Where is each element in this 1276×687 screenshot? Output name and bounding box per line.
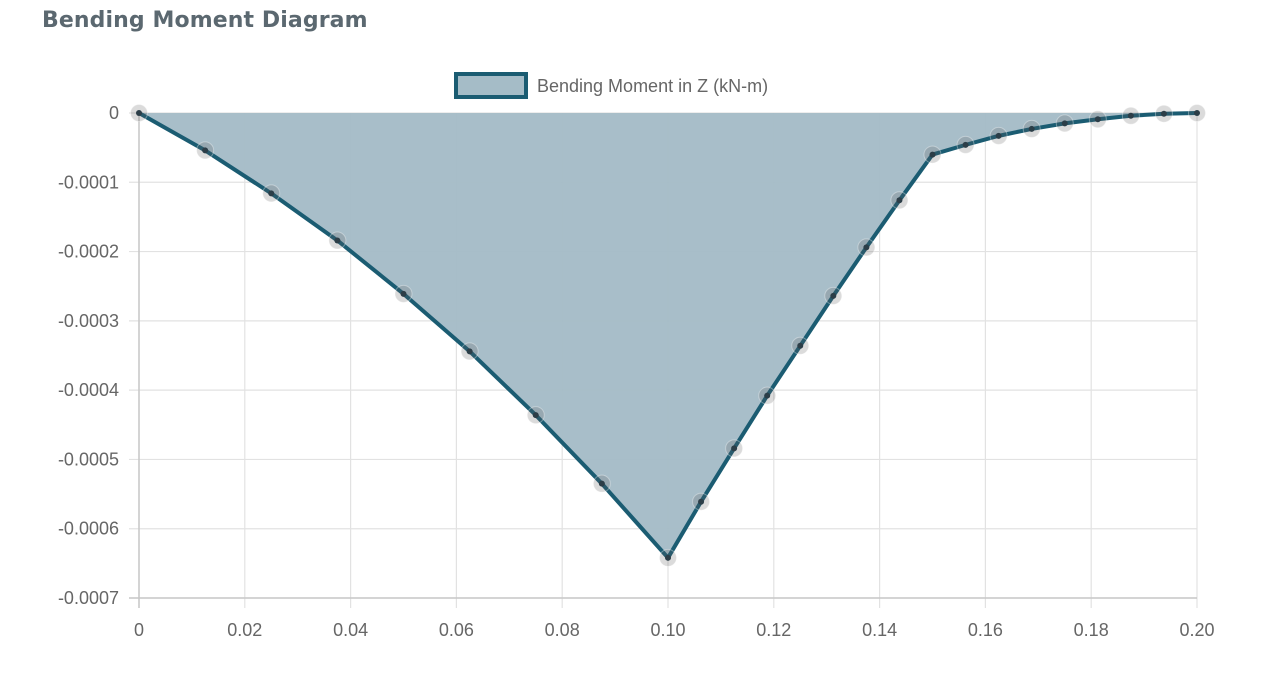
- data-point-center: [1028, 125, 1035, 132]
- data-point-center: [334, 237, 341, 244]
- legend-swatch[interactable]: [454, 72, 528, 99]
- y-tick-label: -0.0003: [58, 311, 119, 331]
- x-tick-label: 0.12: [756, 620, 791, 640]
- x-tick-label: 0.08: [545, 620, 580, 640]
- x-tick-label: 0.16: [968, 620, 1003, 640]
- data-point-center: [598, 480, 605, 487]
- data-point-center: [1061, 120, 1068, 127]
- area-fill-layer: [139, 113, 1197, 558]
- x-tick-label: 0.02: [227, 620, 262, 640]
- y-tick-label: -0.0005: [58, 449, 119, 469]
- y-tick-label: -0.0002: [58, 242, 119, 262]
- data-point-center: [698, 498, 705, 505]
- data-point-center: [268, 190, 275, 197]
- y-tick-label: -0.0001: [58, 172, 119, 192]
- x-tick-label: 0.18: [1074, 620, 1109, 640]
- data-point-center: [995, 132, 1002, 139]
- x-tick-label: 0.14: [862, 620, 897, 640]
- data-point-center: [1127, 112, 1134, 119]
- y-tick-label: 0: [109, 103, 119, 123]
- y-tick-label: -0.0006: [58, 519, 119, 539]
- x-tick-label: 0.06: [439, 620, 474, 640]
- y-tick-label: -0.0007: [58, 588, 119, 608]
- x-tick-label: 0.04: [333, 620, 368, 640]
- y-tick-label: -0.0004: [58, 380, 119, 400]
- data-point-center: [764, 392, 771, 399]
- data-point-center: [731, 445, 738, 452]
- x-tick-label: 0: [134, 620, 144, 640]
- data-point-center: [830, 292, 837, 299]
- data-point-center: [1094, 116, 1101, 123]
- data-point-center: [532, 412, 539, 419]
- x-axis-tick-labels: 0 0.02 0.04 0.06 0.08 0.10 0.12 0.14 0.16 0.18 0.2…: [134, 620, 1215, 640]
- x-tick-label: 0.10: [650, 620, 685, 640]
- data-point-center: [929, 151, 936, 158]
- data-point-center: [863, 244, 870, 251]
- data-point-center: [1194, 110, 1200, 116]
- data-point-center: [466, 348, 473, 355]
- data-point-center: [400, 290, 407, 297]
- data-points-layer: [130, 104, 1206, 567]
- data-point-center: [962, 141, 969, 148]
- axes: [129, 113, 1197, 608]
- legend[interactable]: Bending Moment in Z (kN-m): [454, 72, 768, 99]
- y-axis-tick-labels: 0 -0.0001 -0.0002 -0.0003 -0.0004 -0.0005 -0.0…: [58, 103, 119, 608]
- bending-moment-area: [139, 113, 1197, 558]
- legend-label[interactable]: Bending Moment in Z (kN-m): [537, 76, 768, 96]
- data-point-center: [136, 110, 142, 116]
- data-point-center: [896, 197, 903, 204]
- data-point-center: [1160, 110, 1167, 117]
- page-title: Bending Moment Diagram: [42, 8, 368, 33]
- x-tick-label: 0.20: [1179, 620, 1214, 640]
- data-point-center: [797, 342, 804, 349]
- data-point-center: [665, 554, 671, 561]
- data-point-center: [202, 147, 209, 154]
